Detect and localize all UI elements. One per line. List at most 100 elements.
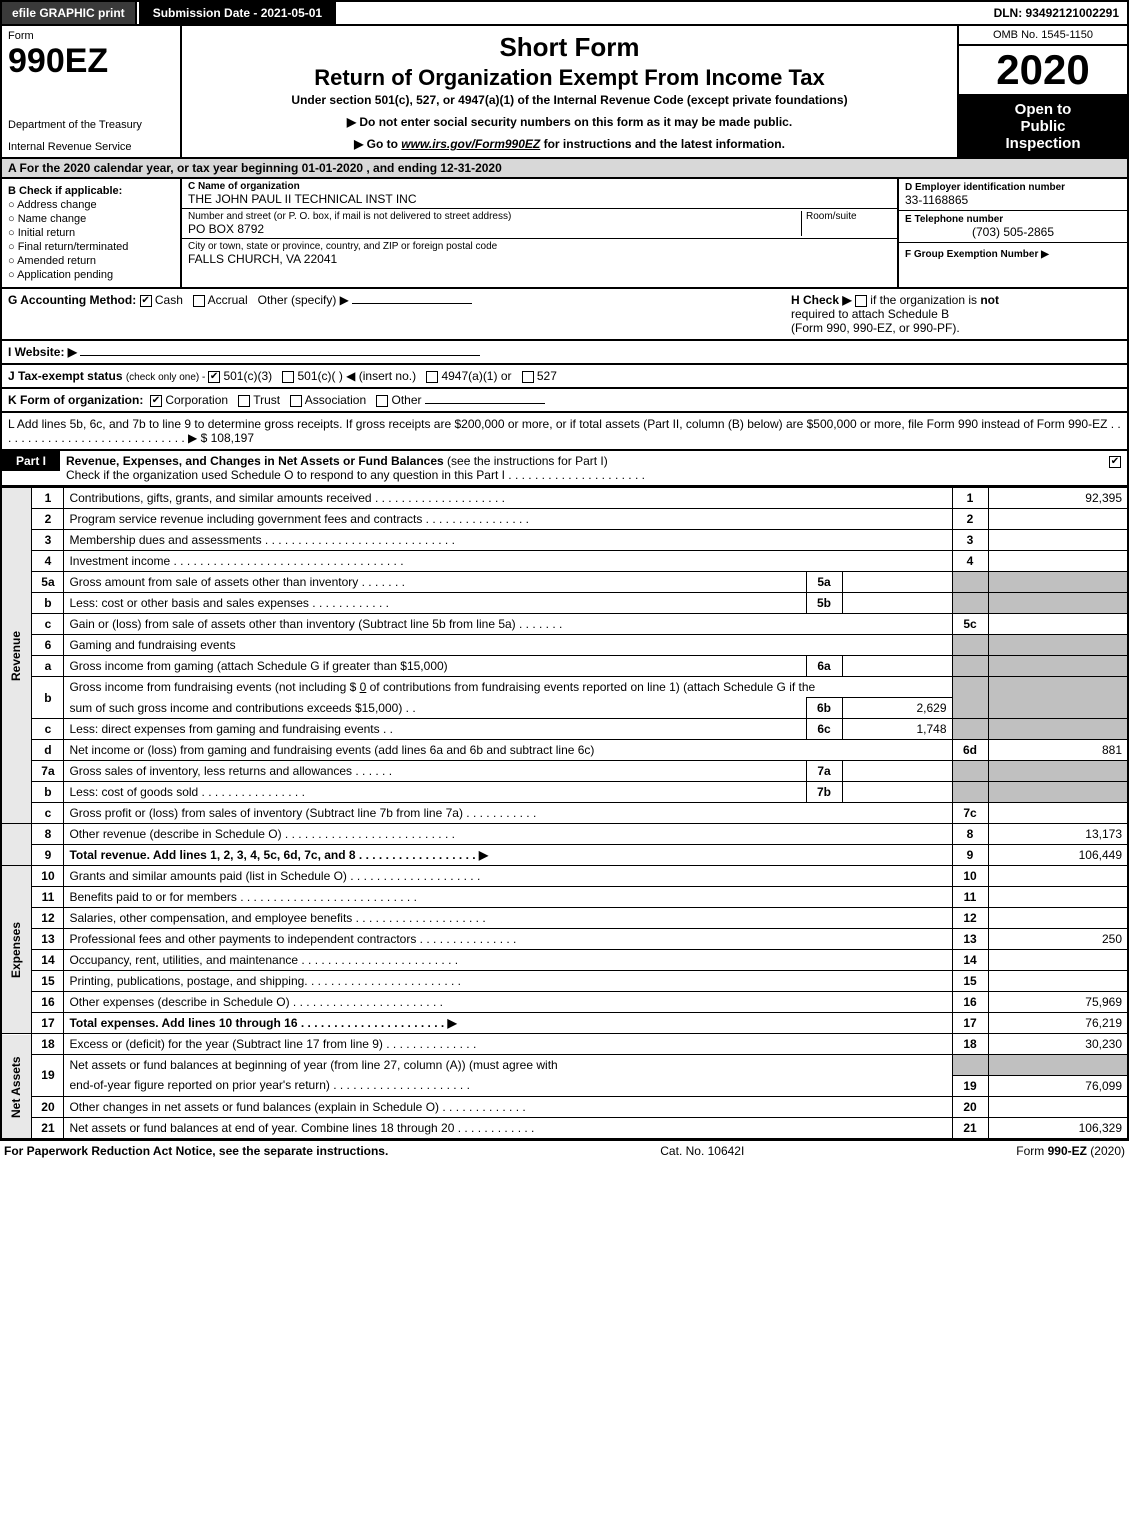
line-amount: 106,449 [988, 845, 1128, 866]
chk-name-change[interactable]: Name change [8, 213, 174, 225]
chk-schedule-o[interactable] [1109, 456, 1121, 468]
other-specify-line[interactable] [352, 303, 472, 304]
line-desc: Grants and similar amounts paid (list in… [64, 866, 952, 887]
line-num: 7a [32, 761, 64, 782]
j-o3: 4947(a)(1) or [441, 369, 511, 383]
line-amount [988, 971, 1128, 992]
table-row: 11 Benefits paid to or for members . . .… [1, 887, 1128, 908]
k-o4: Other [392, 393, 422, 407]
line-amount [988, 908, 1128, 929]
G-block: G Accounting Method: Cash Accrual Other … [8, 293, 781, 335]
chk-corporation[interactable] [150, 395, 162, 407]
line-num: 20 [32, 1096, 64, 1117]
other-org-line[interactable] [425, 403, 545, 404]
table-row: 3 Membership dues and assessments . . . … [1, 530, 1128, 551]
chk-4947[interactable] [426, 371, 438, 383]
goto-post: for instructions and the latest informat… [540, 137, 785, 151]
chk-501c3[interactable] [208, 371, 220, 383]
chk-final-return[interactable]: Final return/terminated [8, 241, 174, 253]
chk-address-change[interactable]: Address change [8, 199, 174, 211]
H-block: H Check ▶ if the organization is not req… [781, 293, 1121, 335]
revenue-vlabel-cont [1, 824, 32, 866]
chk-association[interactable] [290, 395, 302, 407]
header-mid: Short Form Return of Organization Exempt… [182, 26, 957, 157]
sub-value [842, 782, 952, 803]
grey-cell [952, 572, 988, 593]
chk-cash[interactable] [140, 295, 152, 307]
irs-link[interactable]: www.irs.gov/Form990EZ [401, 137, 540, 151]
chk-accrual[interactable] [193, 295, 205, 307]
line-desc: Less: direct expenses from gaming and fu… [64, 719, 806, 740]
grey-cell [952, 1055, 988, 1076]
part-I-header: Part I Revenue, Expenses, and Changes in… [0, 451, 1129, 487]
E-label: E Telephone number [905, 214, 1121, 225]
J-row: J Tax-exempt status (check only one) - 5… [0, 365, 1129, 389]
J-small: (check only one) - [126, 372, 208, 383]
table-row: c Gross profit or (loss) from sales of i… [1, 803, 1128, 824]
line-desc: Gross profit or (loss) from sales of inv… [64, 803, 952, 824]
line-amount [988, 1096, 1128, 1117]
line-ref: 19 [952, 1075, 988, 1096]
table-row: 4 Investment income . . . . . . . . . . … [1, 551, 1128, 572]
K-label: K Form of organization: [8, 393, 143, 407]
line-ref: 21 [952, 1117, 988, 1139]
line-amount: 13,173 [988, 824, 1128, 845]
room-suite-label: Room/suite [806, 211, 891, 222]
chk-other-org[interactable] [376, 395, 388, 407]
table-row: 6 Gaming and fundraising events [1, 635, 1128, 656]
grey-cell [952, 761, 988, 782]
chk-trust[interactable] [238, 395, 250, 407]
form-number: 990EZ [8, 42, 174, 81]
line-ref: 3 [952, 530, 988, 551]
D-row: D Employer identification number 33-1168… [899, 179, 1127, 211]
bullet-ssn: ▶ Do not enter social security numbers o… [190, 115, 949, 129]
line-desc: Gross income from gaming (attach Schedul… [64, 656, 806, 677]
page-footer: For Paperwork Reduction Act Notice, see … [0, 1140, 1129, 1161]
line-num: c [32, 719, 64, 740]
chk-527[interactable] [522, 371, 534, 383]
line-amount [988, 530, 1128, 551]
line-desc: Other revenue (describe in Schedule O) .… [64, 824, 952, 845]
line-ref: 4 [952, 551, 988, 572]
H-not: not [980, 293, 999, 307]
k-o3: Association [305, 393, 366, 407]
table-row: c Less: direct expenses from gaming and … [1, 719, 1128, 740]
chk-H[interactable] [855, 295, 867, 307]
website-input[interactable] [80, 355, 480, 356]
line-ref: 10 [952, 866, 988, 887]
footer-right-bold: 990-EZ [1048, 1144, 1087, 1158]
chk-initial-return[interactable]: Initial return [8, 227, 174, 239]
line-amount [988, 509, 1128, 530]
line-ref: 9 [952, 845, 988, 866]
part-I-title-text: Revenue, Expenses, and Changes in Net As… [66, 454, 447, 468]
sub-label: 6b [806, 698, 842, 719]
line-amount [988, 866, 1128, 887]
table-row: a Gross income from gaming (attach Sched… [1, 656, 1128, 677]
table-row: 8 Other revenue (describe in Schedule O)… [1, 824, 1128, 845]
section-C: C Name of organization THE JOHN PAUL II … [182, 179, 897, 287]
header-left: Form 990EZ Department of the Treasury In… [2, 26, 182, 157]
sub-label: 5a [806, 572, 842, 593]
line-ref: 8 [952, 824, 988, 845]
table-row: 5a Gross amount from sale of assets othe… [1, 572, 1128, 593]
line-num: c [32, 614, 64, 635]
line-amount [988, 887, 1128, 908]
H-text3: (Form 990, 990-EZ, or 990-PF). [791, 321, 960, 335]
line-num: 15 [32, 971, 64, 992]
chk-application-pending[interactable]: Application pending [8, 269, 174, 281]
j-o4: 527 [537, 369, 557, 383]
chk-amended-return[interactable]: Amended return [8, 255, 174, 267]
grey-cell [952, 593, 988, 614]
L-row: L Add lines 5b, 6c, and 7b to line 9 to … [0, 413, 1129, 451]
header-right: OMB No. 1545-1150 2020 Open to Public In… [957, 26, 1127, 157]
table-row: 13 Professional fees and other payments … [1, 929, 1128, 950]
line-num: 6 [32, 635, 64, 656]
grey-cell [952, 677, 988, 719]
table-row: b Gross income from fundraising events (… [1, 677, 1128, 698]
table-row: 2 Program service revenue including gove… [1, 509, 1128, 530]
line-desc: Less: cost of goods sold . . . . . . . .… [64, 782, 806, 803]
org-address: PO BOX 8792 [188, 222, 801, 236]
table-row: 15 Printing, publications, postage, and … [1, 971, 1128, 992]
line-desc: Other expenses (describe in Schedule O) … [64, 992, 952, 1013]
chk-501c[interactable] [282, 371, 294, 383]
